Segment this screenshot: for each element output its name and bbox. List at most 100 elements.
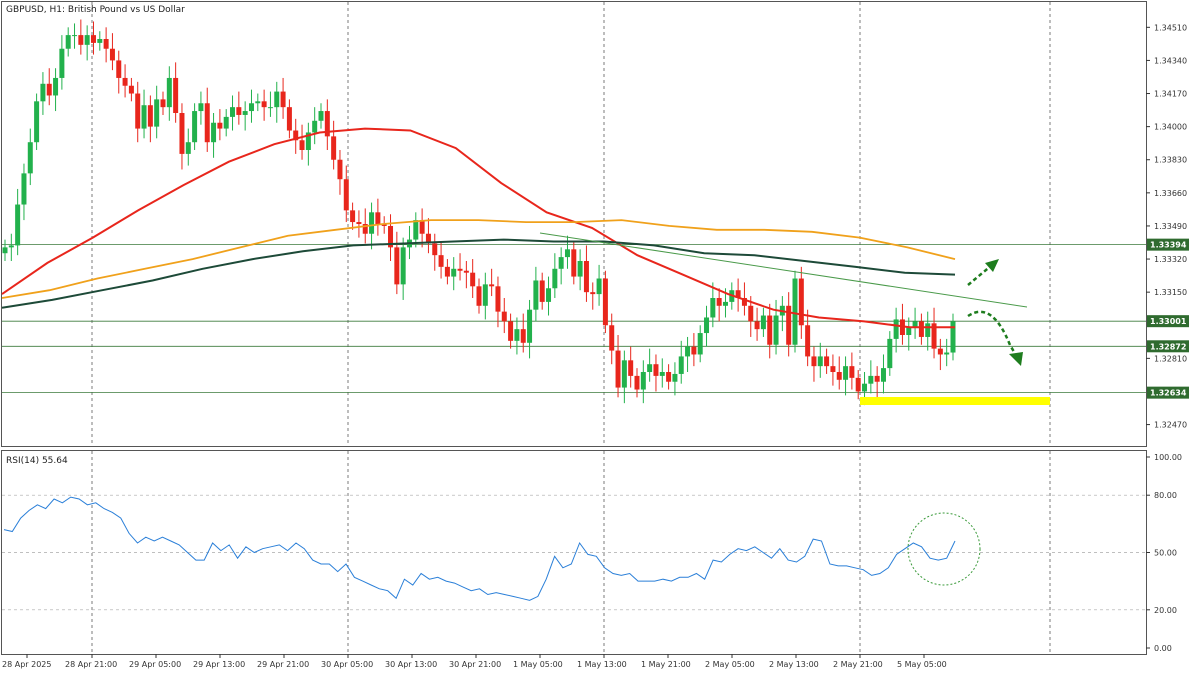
candle-body — [602, 278, 608, 326]
chart-title: GBPUSD, H1: British Pound vs US Dollar — [6, 5, 185, 15]
candle-body — [520, 329, 526, 343]
price-tick-label: 1.33490 — [1154, 222, 1187, 231]
candle-body — [160, 99, 166, 108]
candle-body — [173, 77, 179, 113]
candle-body — [862, 383, 868, 392]
candle-body — [128, 85, 134, 94]
candles — [2, 19, 956, 406]
candle-body — [470, 272, 476, 287]
candle-body — [267, 107, 273, 109]
rsi-tick-label: 0.00 — [1154, 644, 1172, 653]
candle-body — [514, 329, 520, 341]
price-tick-label: 1.32810 — [1154, 354, 1187, 363]
candle-body — [918, 321, 924, 337]
candle-body — [482, 284, 488, 306]
candle-body — [274, 91, 280, 108]
time-tick-label: 28 Apr 2025 — [2, 660, 51, 669]
candle-body — [394, 247, 400, 285]
level-label: 1.32872 — [1150, 342, 1186, 351]
candle-body — [527, 309, 533, 343]
candle-body — [786, 305, 792, 345]
candle-body — [34, 101, 40, 143]
moving-average-line — [1, 219, 956, 299]
candle-body — [760, 315, 766, 330]
up-arrow-icon — [985, 259, 999, 272]
price-tick-label: 1.34170 — [1154, 90, 1187, 99]
candle-body — [457, 268, 463, 271]
candle-body — [438, 255, 444, 267]
candle-body — [444, 266, 450, 277]
candle-body — [15, 204, 21, 246]
level-label-box — [1147, 238, 1189, 251]
candle-body — [59, 48, 65, 78]
level-label-box — [1147, 386, 1189, 399]
candle-body — [843, 366, 849, 380]
candle-body — [609, 325, 615, 351]
time-tick-label: 29 Apr 21:00 — [257, 660, 309, 669]
candle-body — [634, 375, 640, 390]
candle-body — [678, 356, 684, 374]
candle-body — [533, 280, 539, 310]
rsi-tick-label: 50.00 — [1154, 549, 1177, 558]
candle-body — [419, 220, 425, 234]
up-arrow-path — [967, 264, 993, 286]
rsi-title: RSI(14) 55.64 — [6, 456, 68, 466]
time-tick-label: 5 May 05:00 — [897, 660, 947, 669]
time-tick-label: 30 Apr 05:00 — [321, 660, 373, 669]
candle-body — [432, 243, 438, 256]
candle-body — [564, 249, 570, 258]
candle-body — [640, 372, 646, 390]
candle-body — [286, 107, 292, 131]
candle-body — [628, 360, 634, 376]
candle-body — [400, 247, 406, 285]
candle-body — [27, 142, 33, 174]
candle-body — [198, 103, 204, 112]
candle-body — [369, 212, 375, 234]
candle-body — [621, 360, 627, 388]
trendline — [539, 232, 1028, 308]
candle-body — [413, 220, 419, 240]
candle-body — [84, 35, 90, 45]
candle-body — [78, 35, 84, 45]
time-tick-label: 30 Apr 13:00 — [385, 660, 437, 669]
candle-body — [154, 99, 160, 127]
candle-body — [672, 373, 678, 382]
candle-body — [103, 39, 109, 49]
horizontal-levels: 1.33394 1.33001 1.32872 1.32634 — [2, 238, 1189, 399]
candle-body — [798, 278, 804, 326]
rsi-series-line — [3, 496, 956, 601]
rsi-axis-ticks: 100.00 80.00 50.00 20.00 0.00 — [1146, 453, 1182, 653]
candle-body — [704, 317, 710, 334]
level-label-box — [1147, 340, 1189, 353]
candle-body — [855, 377, 861, 392]
price-tick-label: 1.34000 — [1154, 123, 1187, 132]
time-tick-label: 1 May 21:00 — [641, 660, 691, 669]
candle-body — [874, 375, 880, 382]
candle-body — [312, 120, 318, 133]
candle-body — [463, 270, 469, 273]
price-tick-label: 1.32470 — [1154, 421, 1187, 430]
candle-body — [944, 352, 950, 355]
time-tick-label: 2 May 21:00 — [833, 660, 883, 669]
candle-body — [192, 111, 198, 143]
candle-body — [166, 77, 172, 108]
price-tick-label: 1.34510 — [1154, 23, 1187, 32]
candle-body — [666, 372, 672, 382]
candle-body — [754, 321, 760, 330]
candle-body — [716, 298, 722, 306]
moving-averages — [1, 127, 956, 329]
candle-body — [350, 210, 356, 223]
down-arrow-icon — [1009, 352, 1023, 366]
candle-body — [324, 111, 330, 137]
candle-body — [337, 159, 343, 180]
candle-body — [223, 116, 229, 129]
candle-body — [97, 39, 103, 43]
candle-body — [824, 356, 830, 367]
candle-body — [773, 315, 779, 345]
candle-body — [109, 48, 115, 61]
candle-body — [356, 222, 362, 224]
price-axis-ticks: 1.34510 1.34340 1.34170 1.34000 1.33830 1.336… — [1146, 23, 1187, 430]
candle-body — [558, 257, 564, 269]
candle-body — [476, 286, 482, 306]
candle-body — [40, 83, 46, 102]
